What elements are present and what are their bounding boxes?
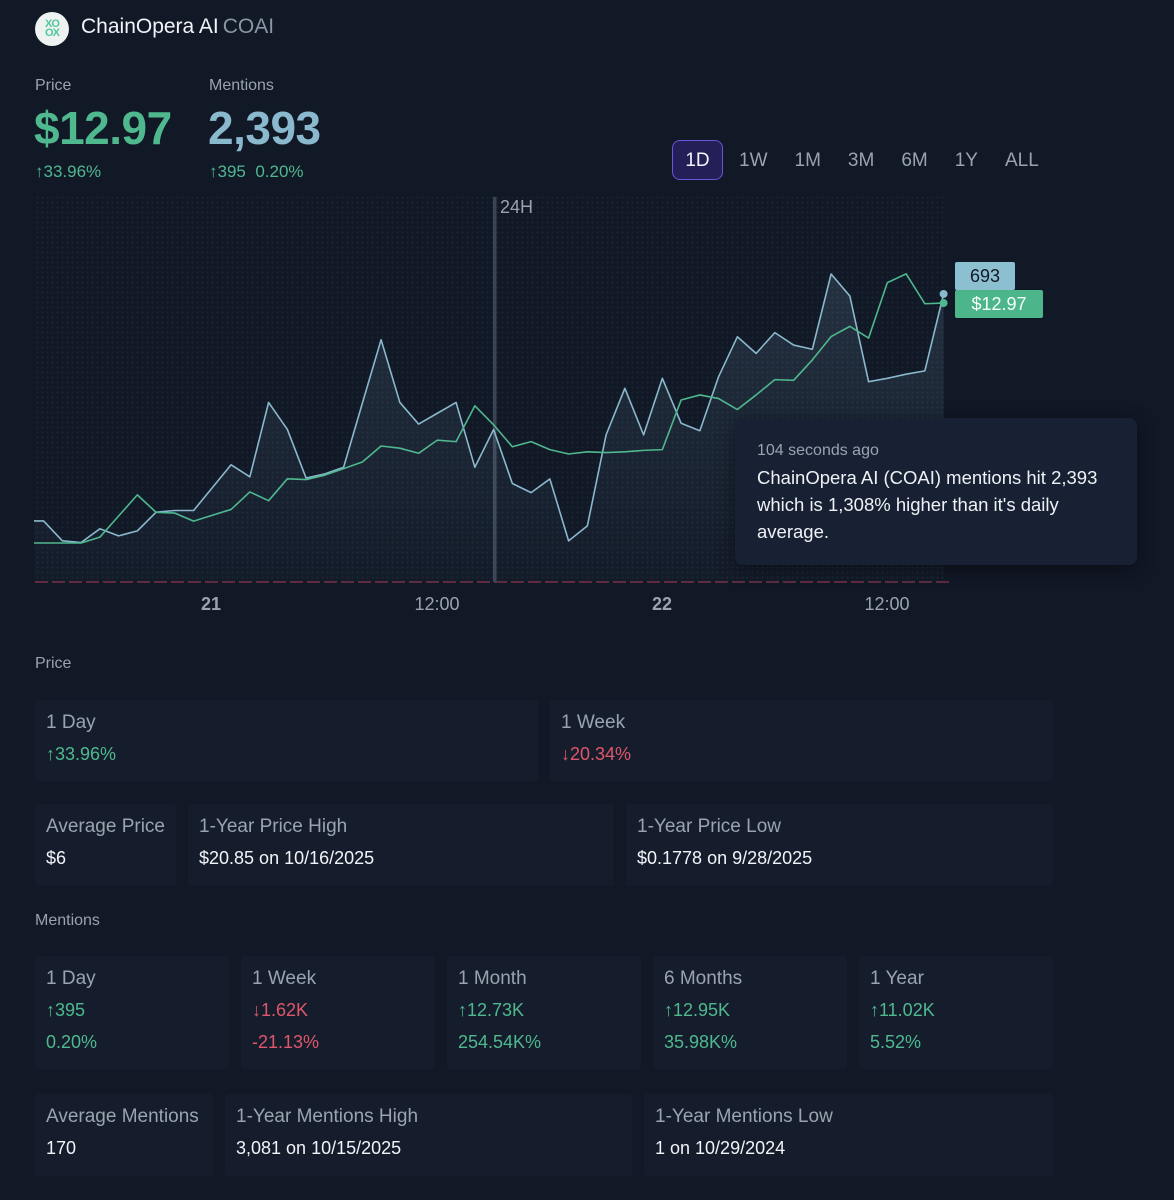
- tooltip-message: ChainOpera AI (COAI) mentions hit 2,393 …: [757, 467, 1098, 542]
- price-change: ↑33.96%: [35, 162, 102, 181]
- mentions-change-card: 1 Day ↑395 0.20%: [35, 956, 229, 1069]
- card-label: 1-Year Mentions High: [236, 1106, 419, 1127]
- mentions-change-pct: 0.20%: [255, 162, 304, 181]
- time-range-tabs: 1D 1W 1M 3M 6M 1Y ALL: [672, 140, 1055, 180]
- card-label: 1 Day: [46, 712, 96, 733]
- card-value: $0.1778 on 9/28/2025: [637, 848, 813, 868]
- price-label: Price: [35, 77, 72, 94]
- tab-1y[interactable]: 1Y: [954, 150, 978, 171]
- x-tick-label: 12:00: [864, 594, 910, 614]
- card-value: ↑11.02K: [870, 1000, 935, 1020]
- mentions-change-count: ↑395: [209, 162, 246, 181]
- x-tick-label: 21: [200, 594, 222, 614]
- mentions-stat-card: 1-Year Mentions High 3,081 on 10/15/2025: [225, 1094, 632, 1176]
- card-value: ↓20.34%: [561, 744, 632, 764]
- x-tick-label: 22: [651, 594, 673, 614]
- price-change-row: 1 Day ↑33.96% 1 Week ↓20.34%: [35, 700, 1053, 781]
- mentions-change: ↑395 0.20%: [209, 162, 304, 182]
- card-value: ↑12.95K: [664, 1000, 731, 1020]
- tab-6m[interactable]: 6M: [901, 150, 928, 171]
- card-label: 1-Year Price Low: [637, 816, 781, 837]
- 24h-marker-label: 24H: [500, 197, 534, 217]
- tooltip-time: 104 seconds ago: [757, 442, 879, 459]
- mentions-change-card: 1 Year ↑11.02K 5.52%: [859, 956, 1053, 1069]
- card-value: ↓1.62K: [252, 1000, 309, 1020]
- mentions-change-card: 1 Month ↑12.73K 254.54K%: [447, 956, 641, 1069]
- tab-1d[interactable]: 1D: [672, 140, 723, 180]
- mentions-last-value-tag: 693: [955, 262, 1015, 290]
- price-stat-card: Average Price $6: [35, 804, 176, 886]
- mentions-stat-card: 1-Year Mentions Low 1 on 10/29/2024: [644, 1094, 1053, 1176]
- coin-title: ChainOpera AI COAI: [81, 15, 274, 39]
- card-pct: 5.52%: [870, 1032, 922, 1052]
- card-pct: 254.54K%: [458, 1032, 542, 1052]
- card-label: 1 Week: [561, 712, 626, 733]
- price-stats-row: Average Price $6 1-Year Price High $20.8…: [35, 804, 1053, 886]
- mentions-alert-tooltip: 104 seconds ago ChainOpera AI (COAI) men…: [735, 418, 1137, 565]
- tab-3m[interactable]: 3M: [847, 150, 875, 171]
- card-label: 1 Year: [870, 968, 924, 989]
- card-value: 1 on 10/29/2024: [655, 1138, 786, 1158]
- price-stat-card: 1-Year Price Low $0.1778 on 9/28/2025: [626, 804, 1053, 886]
- price-last-point: [939, 299, 948, 308]
- coin-name: ChainOpera AI: [81, 15, 219, 38]
- tab-all[interactable]: ALL: [1004, 150, 1039, 171]
- price-section-label: Price: [35, 655, 72, 672]
- card-value: ↑395: [46, 1000, 86, 1020]
- card-value: $6: [46, 848, 67, 868]
- mentions-label: Mentions: [209, 77, 274, 94]
- price-value: $12.97: [34, 102, 172, 154]
- price-stat-card: 1-Year Price High $20.85 on 10/16/2025: [188, 804, 614, 886]
- mentions-change-card: 6 Months ↑12.95K 35.98K%: [653, 956, 847, 1069]
- x-tick-label: 12:00: [414, 594, 460, 614]
- mentions-series-line: [34, 273, 945, 544]
- card-value: 170: [46, 1138, 77, 1158]
- card-value: 3,081 on 10/15/2025: [236, 1138, 402, 1158]
- card-label: 1-Year Mentions Low: [655, 1106, 833, 1127]
- card-value: ↑12.73K: [458, 1000, 525, 1020]
- card-label: 1 Week: [252, 968, 317, 989]
- card-pct: 0.20%: [46, 1032, 98, 1052]
- mentions-change-card: 1 Week ↓1.62K -21.13%: [241, 956, 435, 1069]
- mentions-area-fill: [34, 274, 944, 582]
- price-change-card: 1 Week ↓20.34%: [550, 700, 1053, 781]
- card-value: $20.85 on 10/16/2025: [199, 848, 375, 868]
- mentions-last-point: [939, 289, 948, 298]
- 24h-marker-line: [493, 197, 497, 582]
- mentions-stat-card: Average Mentions 170: [35, 1094, 213, 1176]
- price-series-line: [34, 273, 944, 544]
- card-value: ↑33.96%: [46, 744, 117, 764]
- mentions-change-row: 1 Day ↑395 0.20% 1 Week ↓1.62K -21.13% 1…: [35, 956, 1053, 1069]
- card-pct: -21.13%: [252, 1032, 320, 1052]
- card-pct: 35.98K%: [664, 1032, 738, 1052]
- price-mentions-chart[interactable]: [0, 0, 1174, 640]
- card-label: 1 Day: [46, 968, 96, 989]
- price-last-value-tag: $12.97: [955, 290, 1043, 318]
- card-label: 1-Year Price High: [199, 816, 348, 837]
- card-label: 1 Month: [458, 968, 527, 989]
- card-label: Average Mentions: [46, 1106, 199, 1127]
- mentions-section-label: Mentions: [35, 912, 100, 929]
- coin-ticker: COAI: [222, 15, 275, 38]
- mentions-stats-row: Average Mentions 170 1-Year Mentions Hig…: [35, 1094, 1053, 1176]
- tab-1w[interactable]: 1W: [739, 150, 768, 171]
- tab-1m[interactable]: 1M: [794, 150, 821, 171]
- price-change-card: 1 Day ↑33.96%: [35, 700, 538, 781]
- card-label: 6 Months: [664, 968, 743, 989]
- coin-logo: XO OX: [35, 12, 69, 46]
- card-label: Average Price: [46, 816, 165, 837]
- mentions-value: 2,393: [208, 102, 321, 154]
